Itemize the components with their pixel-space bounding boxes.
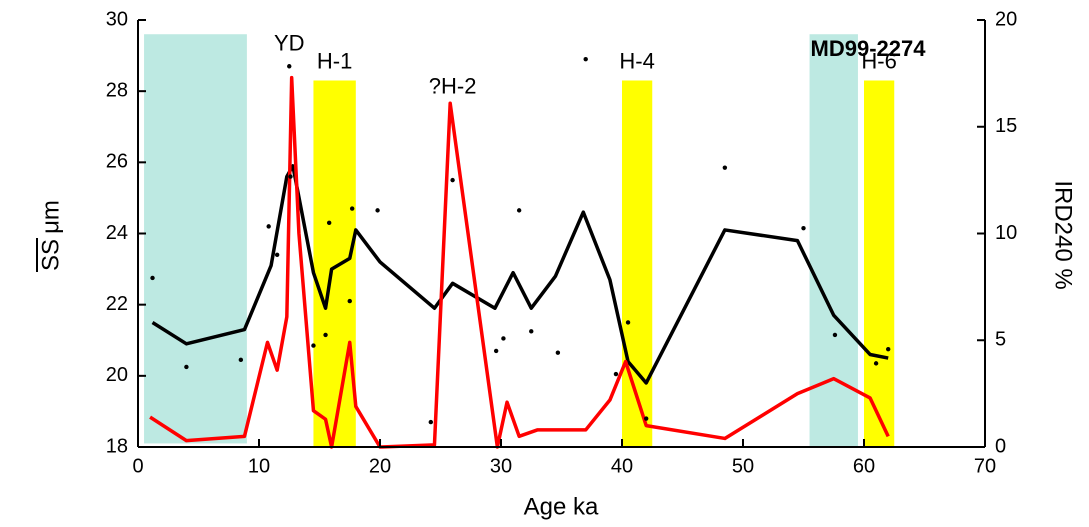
data-point: [375, 208, 380, 213]
bands: H-1 H-4 H-6 YD ?H-2: [144, 31, 897, 447]
shaded-interval: [144, 34, 247, 444]
data-point: [311, 343, 316, 348]
y-tick-label: 20: [106, 364, 128, 386]
x-tick-label: 20: [369, 455, 391, 477]
data-point: [266, 224, 271, 229]
annotation: YD: [274, 31, 305, 56]
data-point: [832, 332, 838, 338]
data-point: [326, 220, 332, 226]
x-axis-label: Age ka: [524, 493, 599, 520]
y-tick-label: 18: [106, 435, 128, 457]
data-point: [349, 206, 355, 211]
plot: [149, 56, 891, 449]
data-point: [428, 419, 434, 425]
shaded-interval: [313, 80, 356, 447]
interval-label: H-6: [861, 48, 896, 73]
data-point: [583, 56, 588, 62]
data-point: [287, 64, 292, 69]
data-point: [323, 332, 328, 338]
x-tick-label: 0: [132, 455, 143, 477]
x-tick-label: 40: [611, 455, 633, 477]
y2-tick-label: 0: [995, 435, 1006, 457]
x-tick-label: 70: [974, 455, 996, 477]
y2-axis-label: IRD240 %: [1050, 180, 1077, 289]
data-point: [184, 364, 189, 370]
y-tick-label: 26: [106, 151, 128, 173]
y-tick-label: 22: [106, 293, 128, 315]
data-point: [801, 225, 806, 231]
annotation: ?H-2: [429, 73, 477, 98]
shaded-interval: [622, 80, 653, 447]
y-axis-unit: μm: [37, 200, 64, 234]
data-point: [238, 357, 244, 363]
data-point: [722, 165, 728, 170]
y-tick-label: 28: [106, 79, 128, 101]
data-point: [886, 346, 891, 352]
y-tick-label: 24: [106, 222, 128, 244]
x-tick-label: 60: [853, 455, 875, 477]
data-point: [613, 371, 619, 377]
data-point: [873, 361, 879, 366]
data-point: [274, 252, 280, 258]
data-point: [450, 177, 455, 183]
data-point: [644, 416, 649, 421]
interval-label: H-1: [317, 48, 352, 73]
data-point: [501, 336, 506, 341]
data-point: [529, 329, 534, 334]
x-tick-label: 50: [732, 455, 754, 477]
data-point: [625, 320, 631, 325]
data-point: [288, 174, 293, 179]
data-point: [347, 298, 352, 304]
series-line: [149, 75, 890, 449]
x-tick-label: 30: [490, 455, 512, 477]
series-line: [151, 164, 889, 385]
x-tick-label: 10: [248, 455, 270, 477]
y2-tick-label: 20: [995, 8, 1017, 30]
data-point: [516, 208, 522, 213]
y2-tick-label: 5: [995, 329, 1006, 351]
y-axis-symbol: SS: [37, 239, 64, 271]
shaded-interval: [864, 80, 895, 447]
interval-label: H-4: [619, 48, 654, 73]
y2-tick-label: 10: [995, 222, 1017, 244]
data-point: [493, 348, 499, 354]
y-tick-label: 30: [106, 8, 128, 30]
y2-tick-label: 15: [995, 115, 1017, 137]
data-point: [150, 275, 155, 281]
data-point: [555, 350, 561, 355]
chart-title: MD99-2274: [811, 36, 927, 61]
y-axis-label: SS μm: [36, 200, 64, 272]
